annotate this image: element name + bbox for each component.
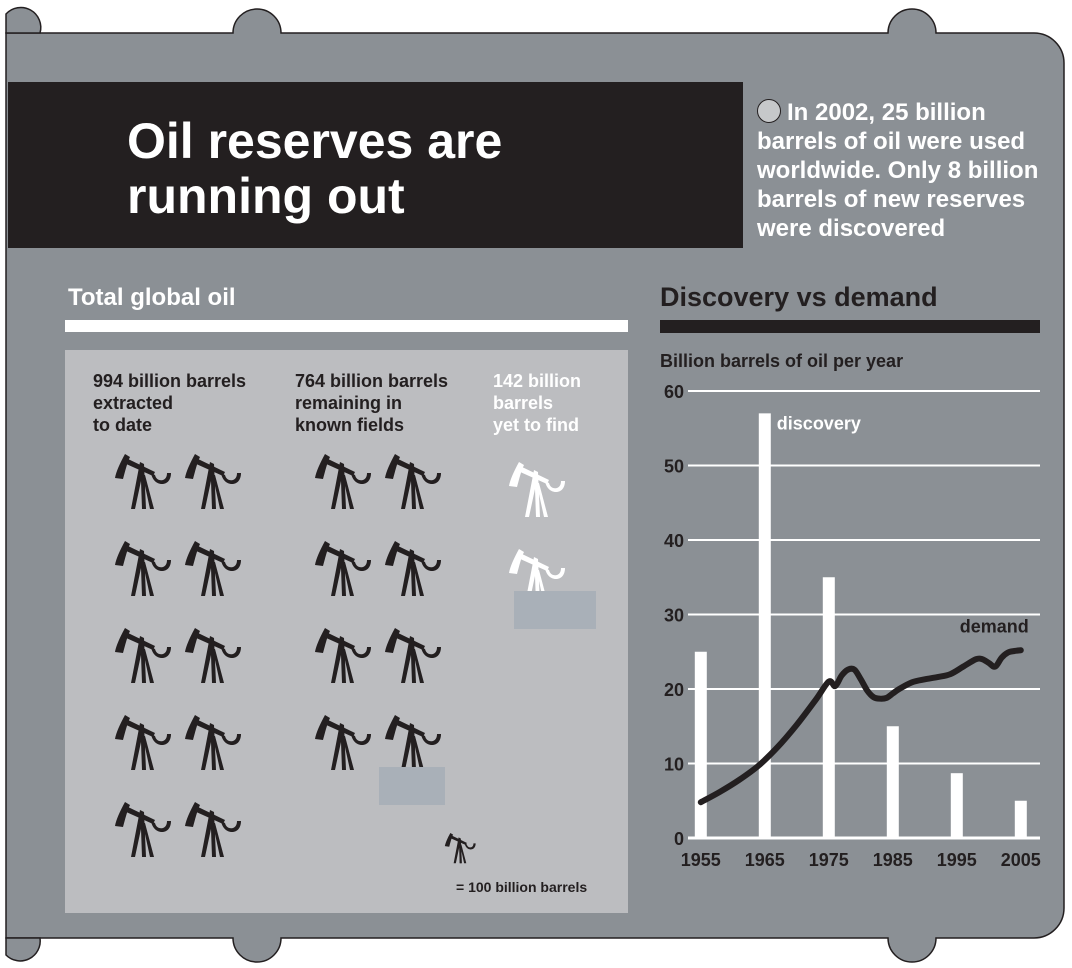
legend-text: = 100 billion barrels: [456, 879, 588, 895]
discovery-series-label: discovery: [777, 413, 861, 433]
discovery-bar: [694, 651, 707, 838]
x-tick-label: 1985: [873, 850, 913, 870]
demand-line: [697, 647, 1024, 806]
y-tick-label: 60: [664, 382, 684, 402]
discovery-demand-rule: [660, 320, 1040, 333]
fact-text: In 2002, 25 billion barrels of oil were …: [757, 99, 1039, 242]
y-tick-label: 20: [664, 680, 684, 700]
discovery-demand-heading: Discovery vs demand: [660, 282, 938, 312]
total-oil-rule: [65, 320, 628, 332]
y-tick-label: 10: [664, 755, 684, 775]
y-tick-label: 40: [664, 531, 684, 551]
discovery-bar: [758, 413, 771, 838]
x-tick-label: 1955: [681, 850, 721, 870]
x-tick-label: 1975: [809, 850, 849, 870]
fact-callout: In 2002, 25 billion barrels of oil were …: [757, 98, 1067, 243]
total-oil-panel: [65, 350, 628, 913]
x-tick-label: 1965: [745, 850, 785, 870]
x-tick-label: 2005: [1001, 850, 1041, 870]
discovery-bar: [950, 773, 963, 838]
x-tick-label: 1995: [937, 850, 977, 870]
partial-pump-mask: [379, 767, 445, 805]
title-band: [8, 82, 743, 248]
corner-tab-top-left: [5, 6, 42, 34]
chart-y-axis-label: Billion barrels of oil per year: [660, 351, 904, 371]
partial-pump-mask: [514, 591, 596, 629]
bullet-circle-icon: [757, 99, 781, 123]
yet-to-find-label: 142 billion barrels yet to find: [493, 371, 582, 435]
y-tick-label: 50: [664, 457, 684, 477]
page-title: Oil reserves are running out: [127, 113, 503, 224]
discovery-bar: [822, 577, 835, 838]
y-tick-label: 30: [664, 606, 684, 626]
corner-tab-bottom-left: [5, 937, 41, 962]
demand-series-label: demand: [960, 616, 1029, 636]
discovery-bar: [1014, 800, 1027, 838]
y-tick-label: 0: [674, 829, 684, 849]
known-fields-label: 764 billion barrels remaining in known f…: [295, 371, 449, 435]
discovery-bar: [886, 726, 899, 838]
extracted-label: 994 billion barrels extracted to date: [93, 371, 247, 435]
total-oil-heading: Total global oil: [68, 284, 236, 311]
